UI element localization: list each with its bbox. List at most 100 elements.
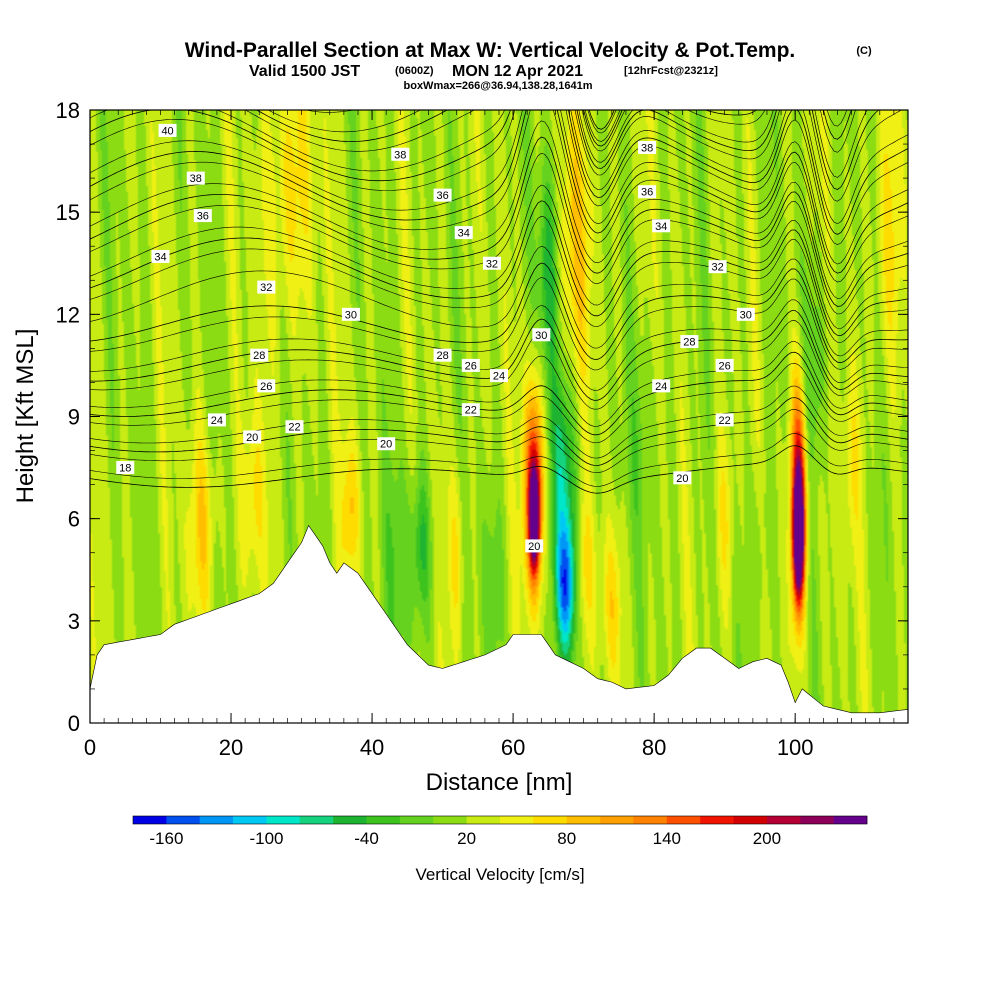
svg-text:24: 24 (211, 415, 223, 427)
theta-contour-minor (90, 320, 908, 410)
svg-text:20: 20 (246, 432, 258, 444)
colorbar-swatch (166, 816, 201, 824)
theta-contour-minor (90, 184, 908, 329)
chart-title: Wind-Parallel Section at Max W: Vertical… (185, 39, 796, 62)
svg-text:20: 20 (528, 541, 540, 553)
theta-contour-minor (90, 385, 908, 459)
theta-contour (90, 351, 908, 436)
colorbar-swatch (433, 816, 467, 824)
contour-label: 30 (341, 307, 360, 321)
colorbar-swatch (133, 816, 167, 824)
copyright-mark: (C) (856, 45, 872, 57)
contour-label: 36 (433, 188, 452, 202)
contour-label: 38 (186, 171, 205, 185)
theta-contour (90, 397, 908, 466)
svg-text:32: 32 (711, 262, 723, 274)
terrain-profile (90, 524, 908, 723)
colorbar-swatch (399, 816, 434, 824)
y-tick-label: 3 (68, 609, 80, 634)
contour-label: 36 (638, 185, 657, 199)
colorbar-tick-label: -160 (149, 829, 183, 848)
contour-label: 24 (652, 379, 671, 393)
contour-label: 34 (454, 226, 473, 240)
colorbar-swatch (299, 816, 334, 824)
svg-text:32: 32 (260, 282, 272, 294)
svg-text:36: 36 (197, 211, 209, 223)
theta-contour-minor (90, 215, 908, 343)
theta-contour-minor (90, 120, 908, 299)
contour-label: 36 (193, 209, 212, 223)
colorbar-tick-label: 80 (557, 829, 576, 848)
theta-contour-minor (90, 110, 908, 283)
colorbar-tick-label: -40 (354, 829, 379, 848)
svg-text:38: 38 (641, 142, 653, 154)
colorbar-title: Vertical Velocity [cm/s] (415, 865, 584, 884)
x-tick-label: 80 (642, 735, 666, 760)
x-axis: 0 20 40 60 80 100 (84, 110, 909, 760)
contour-label: 34 (652, 219, 671, 233)
colorbar-tick-label: 20 (457, 829, 476, 848)
colorbar-swatch (466, 816, 501, 824)
colorbar-swatch (566, 816, 601, 824)
contour-label: 26 (715, 358, 734, 372)
plot-area: 40 38 38 38 36 36 36 34 34 34 32 32 32 30 30 30 28 28 28 26… (90, 110, 908, 723)
svg-text:32: 32 (486, 258, 498, 270)
contour-label: 30 (532, 328, 551, 342)
svg-text:40: 40 (161, 125, 173, 137)
svg-text:34: 34 (655, 221, 667, 233)
theta-contour-minor (90, 341, 908, 427)
svg-text:38: 38 (394, 149, 406, 161)
contour-label: 22 (285, 420, 304, 434)
colorbar-tick-label: -100 (249, 829, 283, 848)
theta-contour-minor (90, 110, 908, 225)
contour-label: 32 (708, 260, 727, 274)
theta-contour-minor (90, 299, 908, 391)
theta-contour-minor (90, 110, 908, 246)
theta-contour-minor (90, 152, 908, 315)
contour-label: 20 (377, 437, 396, 451)
svg-text:26: 26 (260, 381, 272, 393)
x-tick-label: 60 (501, 735, 525, 760)
contour-label: 34 (151, 249, 170, 263)
theta-contour-minor (267, 110, 868, 178)
svg-text:20: 20 (380, 439, 392, 451)
colorbar-swatch (766, 816, 801, 824)
contour-label: 28 (250, 348, 269, 362)
colorbar-swatch (666, 816, 701, 824)
colorbar-swatch (833, 816, 868, 824)
contour-label: 20 (673, 471, 692, 485)
colorbar-swatch (333, 816, 367, 824)
y-tick-label: 12 (56, 302, 80, 327)
contour-label: 40 (158, 123, 177, 137)
colorbar-swatch (266, 816, 301, 824)
y-tick-label: 9 (68, 405, 80, 430)
svg-text:30: 30 (535, 330, 547, 342)
colorbar-swatch (500, 816, 534, 824)
contour-labels: 40 38 38 38 36 36 36 34 34 34 32 32 32 30 30 30 28 28 28 26… (116, 123, 755, 553)
x-tick-label: 40 (360, 735, 384, 760)
theta-contour (90, 136, 908, 307)
contour-label: 18 (116, 461, 135, 475)
colorbar-tick-label: 200 (753, 829, 781, 848)
potential-temperature-contours (90, 110, 908, 494)
contour-label: 22 (715, 413, 734, 427)
colorbar-frame (132, 815, 868, 825)
chart-subtitle: Valid 1500 JST (0600Z) MON 12 Apr 2021 [… (249, 63, 718, 80)
valid-date-label: MON 12 Apr 2021 (452, 63, 583, 80)
theta-contour (90, 445, 908, 494)
contour-label: 28 (680, 335, 699, 349)
colorbar-swatch (800, 816, 834, 824)
theta-contour-minor (90, 245, 908, 357)
colorbar-swatch (199, 816, 234, 824)
contour-label: 20 (243, 430, 262, 444)
svg-text:28: 28 (436, 350, 448, 362)
colorbar-tick-label: 140 (653, 829, 681, 848)
colorbar: -160 -100 -40 20 80 140 200 (132, 815, 868, 848)
y-tick-label: 15 (56, 200, 80, 225)
svg-text:38: 38 (190, 173, 202, 185)
colorbar-swatch (733, 816, 768, 824)
svg-text:22: 22 (288, 422, 300, 434)
contour-label: 30 (736, 307, 755, 321)
colorbar-swatch (700, 816, 734, 824)
